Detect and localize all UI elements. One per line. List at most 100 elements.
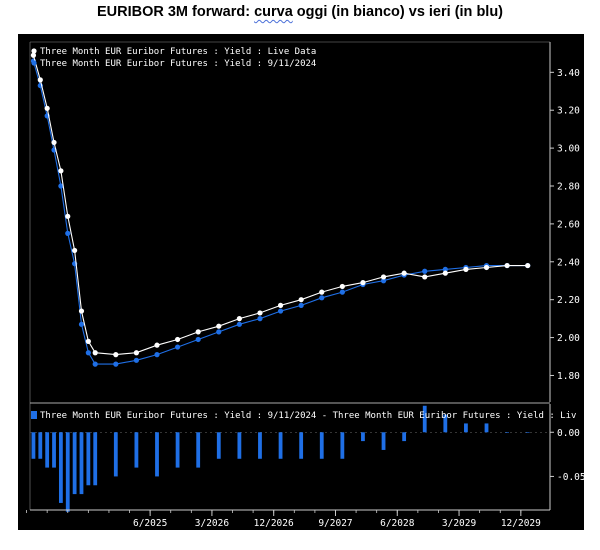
- live-data-point: [65, 213, 71, 219]
- y-tick-label: 3.20: [557, 106, 580, 117]
- previous-day-point: [380, 278, 387, 284]
- difference-bar: [361, 432, 365, 442]
- difference-bar: [216, 432, 221, 459]
- legend-entry: Three Month EUR Euribor Futures : Yield …: [40, 411, 576, 421]
- difference-bar: [65, 432, 70, 512]
- y-tick-label: 2.00: [557, 333, 580, 344]
- difference-bar: [38, 432, 43, 459]
- legend-entry: Three Month EUR Euribor Futures : Yield …: [40, 47, 316, 57]
- difference-bar: [525, 432, 530, 433]
- live-data-point: [442, 270, 448, 276]
- y-tick-label: 3.00: [557, 144, 580, 155]
- previous-day-point: [133, 357, 140, 363]
- live-data-point: [483, 264, 490, 271]
- difference-bar: [175, 432, 180, 468]
- x-tick-label: 12/2029: [501, 518, 541, 529]
- live-data-point: [133, 350, 140, 356]
- y-tick-label: -0.05: [557, 472, 584, 483]
- previous-day-point: [339, 289, 345, 295]
- y-tick-label: 1.80: [557, 371, 580, 382]
- previous-day-point: [174, 344, 181, 350]
- y-tick-label: 0.00: [557, 428, 580, 439]
- legend-marker: [31, 60, 37, 66]
- previous-day-point: [298, 302, 304, 308]
- previous-day-point: [195, 336, 201, 343]
- previous-day-point: [92, 361, 98, 367]
- difference-bar: [278, 432, 283, 459]
- title-text-end: oggi (in bianco) vs ieri (in blu): [292, 4, 504, 20]
- previous-day-point: [65, 230, 71, 236]
- live-data-point: [216, 323, 222, 329]
- previous-day-point: [236, 321, 242, 327]
- difference-bar: [258, 432, 262, 459]
- difference-bar: [155, 432, 159, 477]
- x-tick-label: 6/2025: [133, 518, 167, 529]
- previous-day-point: [78, 321, 85, 327]
- live-data-point: [380, 274, 387, 280]
- x-tick-label: 6/2028: [380, 518, 415, 529]
- difference-bar: [113, 432, 118, 477]
- previous-day-point: [442, 266, 448, 272]
- difference-bar: [422, 405, 427, 433]
- live-data-point: [463, 266, 469, 272]
- previous-day-point: [154, 352, 160, 358]
- y-tick-label: 3.40: [557, 68, 580, 79]
- difference-bar: [196, 432, 201, 468]
- difference-bar: [58, 432, 63, 503]
- previous-day-point: [113, 361, 119, 367]
- difference-bar: [299, 432, 304, 459]
- difference-bar: [402, 432, 407, 442]
- live-data-point: [401, 270, 407, 276]
- difference-bar: [45, 432, 50, 468]
- previous-day-point: [277, 308, 284, 314]
- live-data-point: [44, 105, 50, 111]
- live-data-point: [58, 168, 64, 174]
- y-tick-label: 2.80: [557, 182, 580, 193]
- difference-bar: [237, 432, 242, 459]
- live-data-point: [37, 77, 43, 83]
- live-data-point: [92, 350, 98, 356]
- previous-day-point: [257, 316, 263, 322]
- difference-bar: [86, 432, 91, 486]
- difference-bar: [464, 423, 468, 433]
- chart-panel: 3.40 3.20 3.00 2.80 2.60 2.40 2.20 2.00 1.80 Thre…: [18, 34, 584, 530]
- live-data-point: [236, 316, 242, 322]
- live-data-point: [78, 308, 85, 314]
- difference-bar: [93, 432, 98, 486]
- y-tick-label: 2.40: [557, 257, 580, 268]
- page-title: EURIBOR 3M forward: curva oggi (in bianc…: [0, 4, 600, 20]
- difference-bar: [505, 432, 510, 433]
- live-data-point: [85, 338, 91, 344]
- live-data-point: [30, 52, 37, 58]
- difference-bar: [484, 423, 489, 433]
- y-tick-label: 2.20: [557, 295, 580, 306]
- y-tick-label: 2.60: [557, 219, 580, 230]
- live-data-point: [525, 262, 531, 269]
- live-data-point: [257, 310, 263, 316]
- title-spellcheck-word: curva: [254, 4, 293, 20]
- x-tick-label: 9/2027: [318, 518, 352, 529]
- live-data-point: [360, 280, 366, 286]
- x-tick-label: 12/2026: [254, 518, 294, 529]
- difference-bar-chart: 0.00 -0.05 Three Month EUR Euribor Futures…: [30, 404, 584, 512]
- difference-bar: [340, 432, 345, 459]
- previous-day-point: [319, 295, 325, 301]
- live-data-point: [504, 262, 510, 269]
- live-data-point: [319, 289, 325, 295]
- difference-bar: [72, 432, 77, 495]
- difference-bar: [79, 432, 84, 495]
- x-axis: 6/2025 3/2026 12/2026 9/2027 6/2028 3/2029 12/…: [26, 509, 550, 529]
- live-data-point: [72, 247, 78, 254]
- live-data-point: [174, 336, 181, 343]
- x-tick-label: 3/2029: [442, 518, 477, 529]
- difference-bar: [381, 432, 386, 450]
- live-data-point: [154, 342, 160, 348]
- previous-day-point: [85, 350, 91, 356]
- forward-curve-chart: 3.40 3.20 3.00 2.80 2.60 2.40 2.20 2.00 1.80 Thre…: [29, 41, 580, 510]
- live-data-point: [298, 297, 304, 303]
- live-data-point: [339, 283, 345, 290]
- title-text-start: EURIBOR 3M forward:: [96, 4, 255, 20]
- x-tick-label: 3/2026: [195, 518, 230, 529]
- difference-bar: [31, 432, 36, 459]
- difference-bar: [52, 432, 56, 468]
